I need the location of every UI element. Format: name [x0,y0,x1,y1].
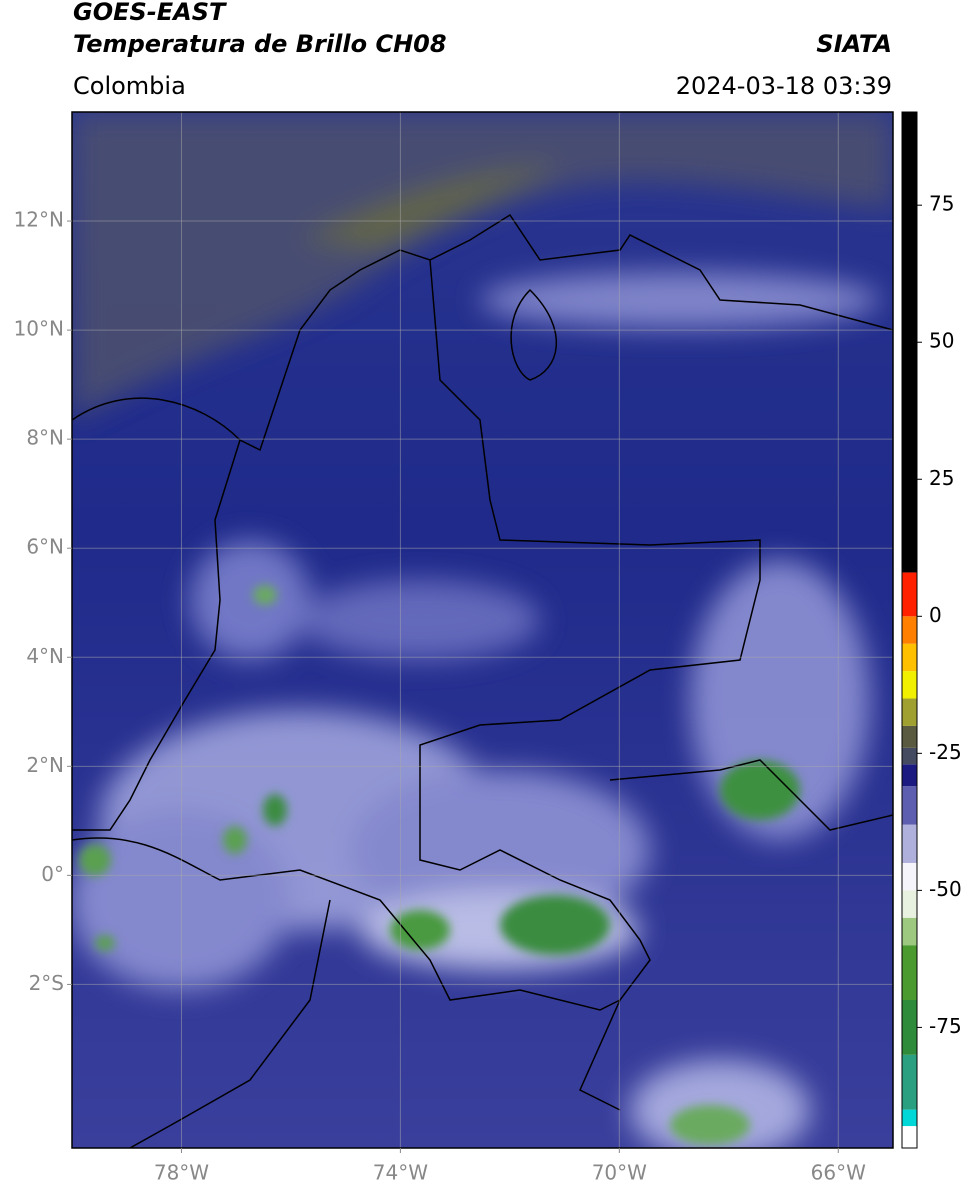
colorbar-segment [902,1054,917,1110]
lat-tick-label: 4°N [26,644,64,668]
colorbar-segment [902,1000,917,1055]
colorbar-segment [902,824,917,863]
colorbar-segment [902,572,917,617]
satellite-image [72,112,893,1148]
subtitle: Temperatura de Brillo CH08 [73,30,447,58]
colorbar-segment [902,747,917,765]
lat-tick-label: 10°N [14,317,64,341]
colorbar-segment [902,616,917,644]
lat-tick-label: 2°N [26,753,64,777]
colorbar-tick-label: -25 [929,740,962,764]
colorbar-segment [902,725,917,748]
lon-tick-label: 66°W [811,1161,866,1185]
colorbar-segment [902,112,917,573]
lat-tick-label: 8°N [26,426,64,450]
colorbar-tick-label: 75 [929,192,954,216]
borders [72,213,893,1148]
lat-tick-label: 12°N [14,208,64,232]
colorbar-segment [902,945,917,1000]
lon-tick-label: 70°W [592,1161,647,1185]
colorbar-tick-label: 50 [929,329,954,353]
colorbar-segment [902,1126,917,1148]
lat-tick-label: 6°N [26,535,64,559]
colorbar-tick-label: 25 [929,466,954,490]
colorbar-segment [902,698,917,726]
colorbar-segment [902,890,917,918]
lon-tick-label: 78°W [154,1161,209,1185]
title: GOES-EAST [73,0,227,26]
datetime: 2024-03-18 03:39 [676,72,892,100]
colorbar-segment [902,917,917,946]
colorbar-segment [902,1109,917,1127]
colorbar-segment [902,786,917,825]
source: SIATA [816,30,892,58]
colorbar-tick-label: 0 [929,603,942,627]
colorbar-tick-label: -75 [929,1014,962,1038]
lon-tick-label: 74°W [373,1161,428,1185]
region: Colombia [73,72,186,100]
colorbar-segment [902,671,917,699]
colorbar-tick-label: -50 [929,877,962,901]
lat-tick-label: 2°S [29,971,64,995]
colorbar-segment [902,643,917,672]
colorbar-segment [902,862,917,891]
colorbar-frame [901,111,918,1149]
colorbar-segment [902,764,917,787]
map-frame [71,111,894,1149]
lat-tick-label: 0° [41,862,64,886]
